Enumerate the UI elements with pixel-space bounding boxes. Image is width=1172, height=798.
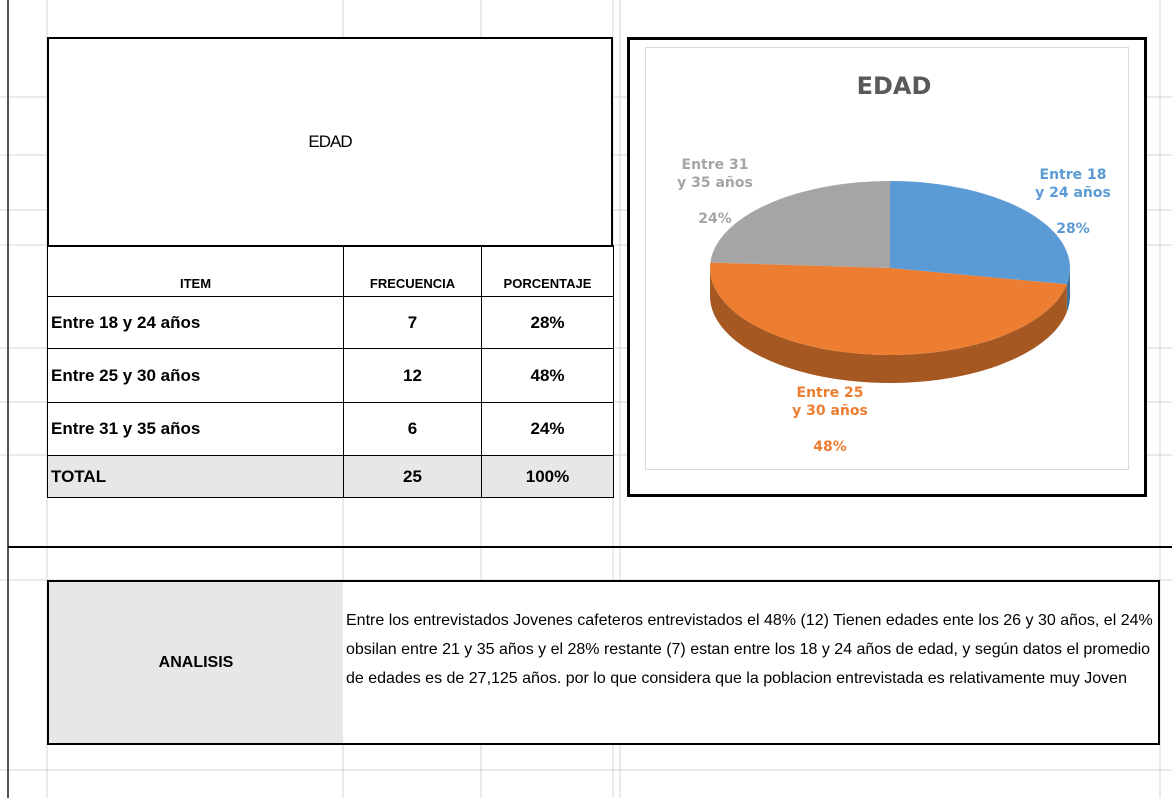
table-cell: 25 — [343, 455, 482, 498]
pie-side — [1066, 268, 1070, 313]
pie-side — [710, 268, 1067, 383]
pie-label-category: Entre 31 y 35 años — [677, 157, 753, 191]
pie-label-category: Entre 18 y 24 años — [1035, 167, 1111, 201]
table-cell: 7 — [343, 296, 482, 349]
table-cell: TOTAL — [47, 455, 344, 498]
analysis-text: Entre los entrevistados Jovenes cafetero… — [346, 612, 1153, 687]
table-cell: 100% — [481, 455, 614, 498]
table-cell: Entre 18 y 24 años — [47, 296, 344, 349]
header-cell: PORCENTAJE — [481, 245, 614, 297]
table-cell: 12 — [343, 348, 482, 403]
pie-label-value: 24% — [698, 211, 732, 227]
pie-label-value: 28% — [1056, 221, 1090, 237]
chart-area — [645, 47, 1129, 470]
pie-slice — [710, 181, 890, 268]
pie-slice — [890, 181, 1070, 285]
chart-title: EDAD — [857, 72, 932, 100]
table-cell: Entre 31 y 35 años — [47, 402, 344, 456]
table-cell: 28% — [481, 296, 614, 349]
pie-label-value: 48% — [813, 439, 847, 455]
analysis-box: ANALISIS Entre los entrevistados Jovenes… — [47, 580, 1160, 745]
analysis-label: ANALISIS — [49, 582, 343, 743]
pie-label-category: Entre 25 y 30 años — [792, 385, 868, 419]
header-cell: FRECUENCIA — [343, 245, 482, 297]
pie-slice — [709, 262, 1067, 355]
